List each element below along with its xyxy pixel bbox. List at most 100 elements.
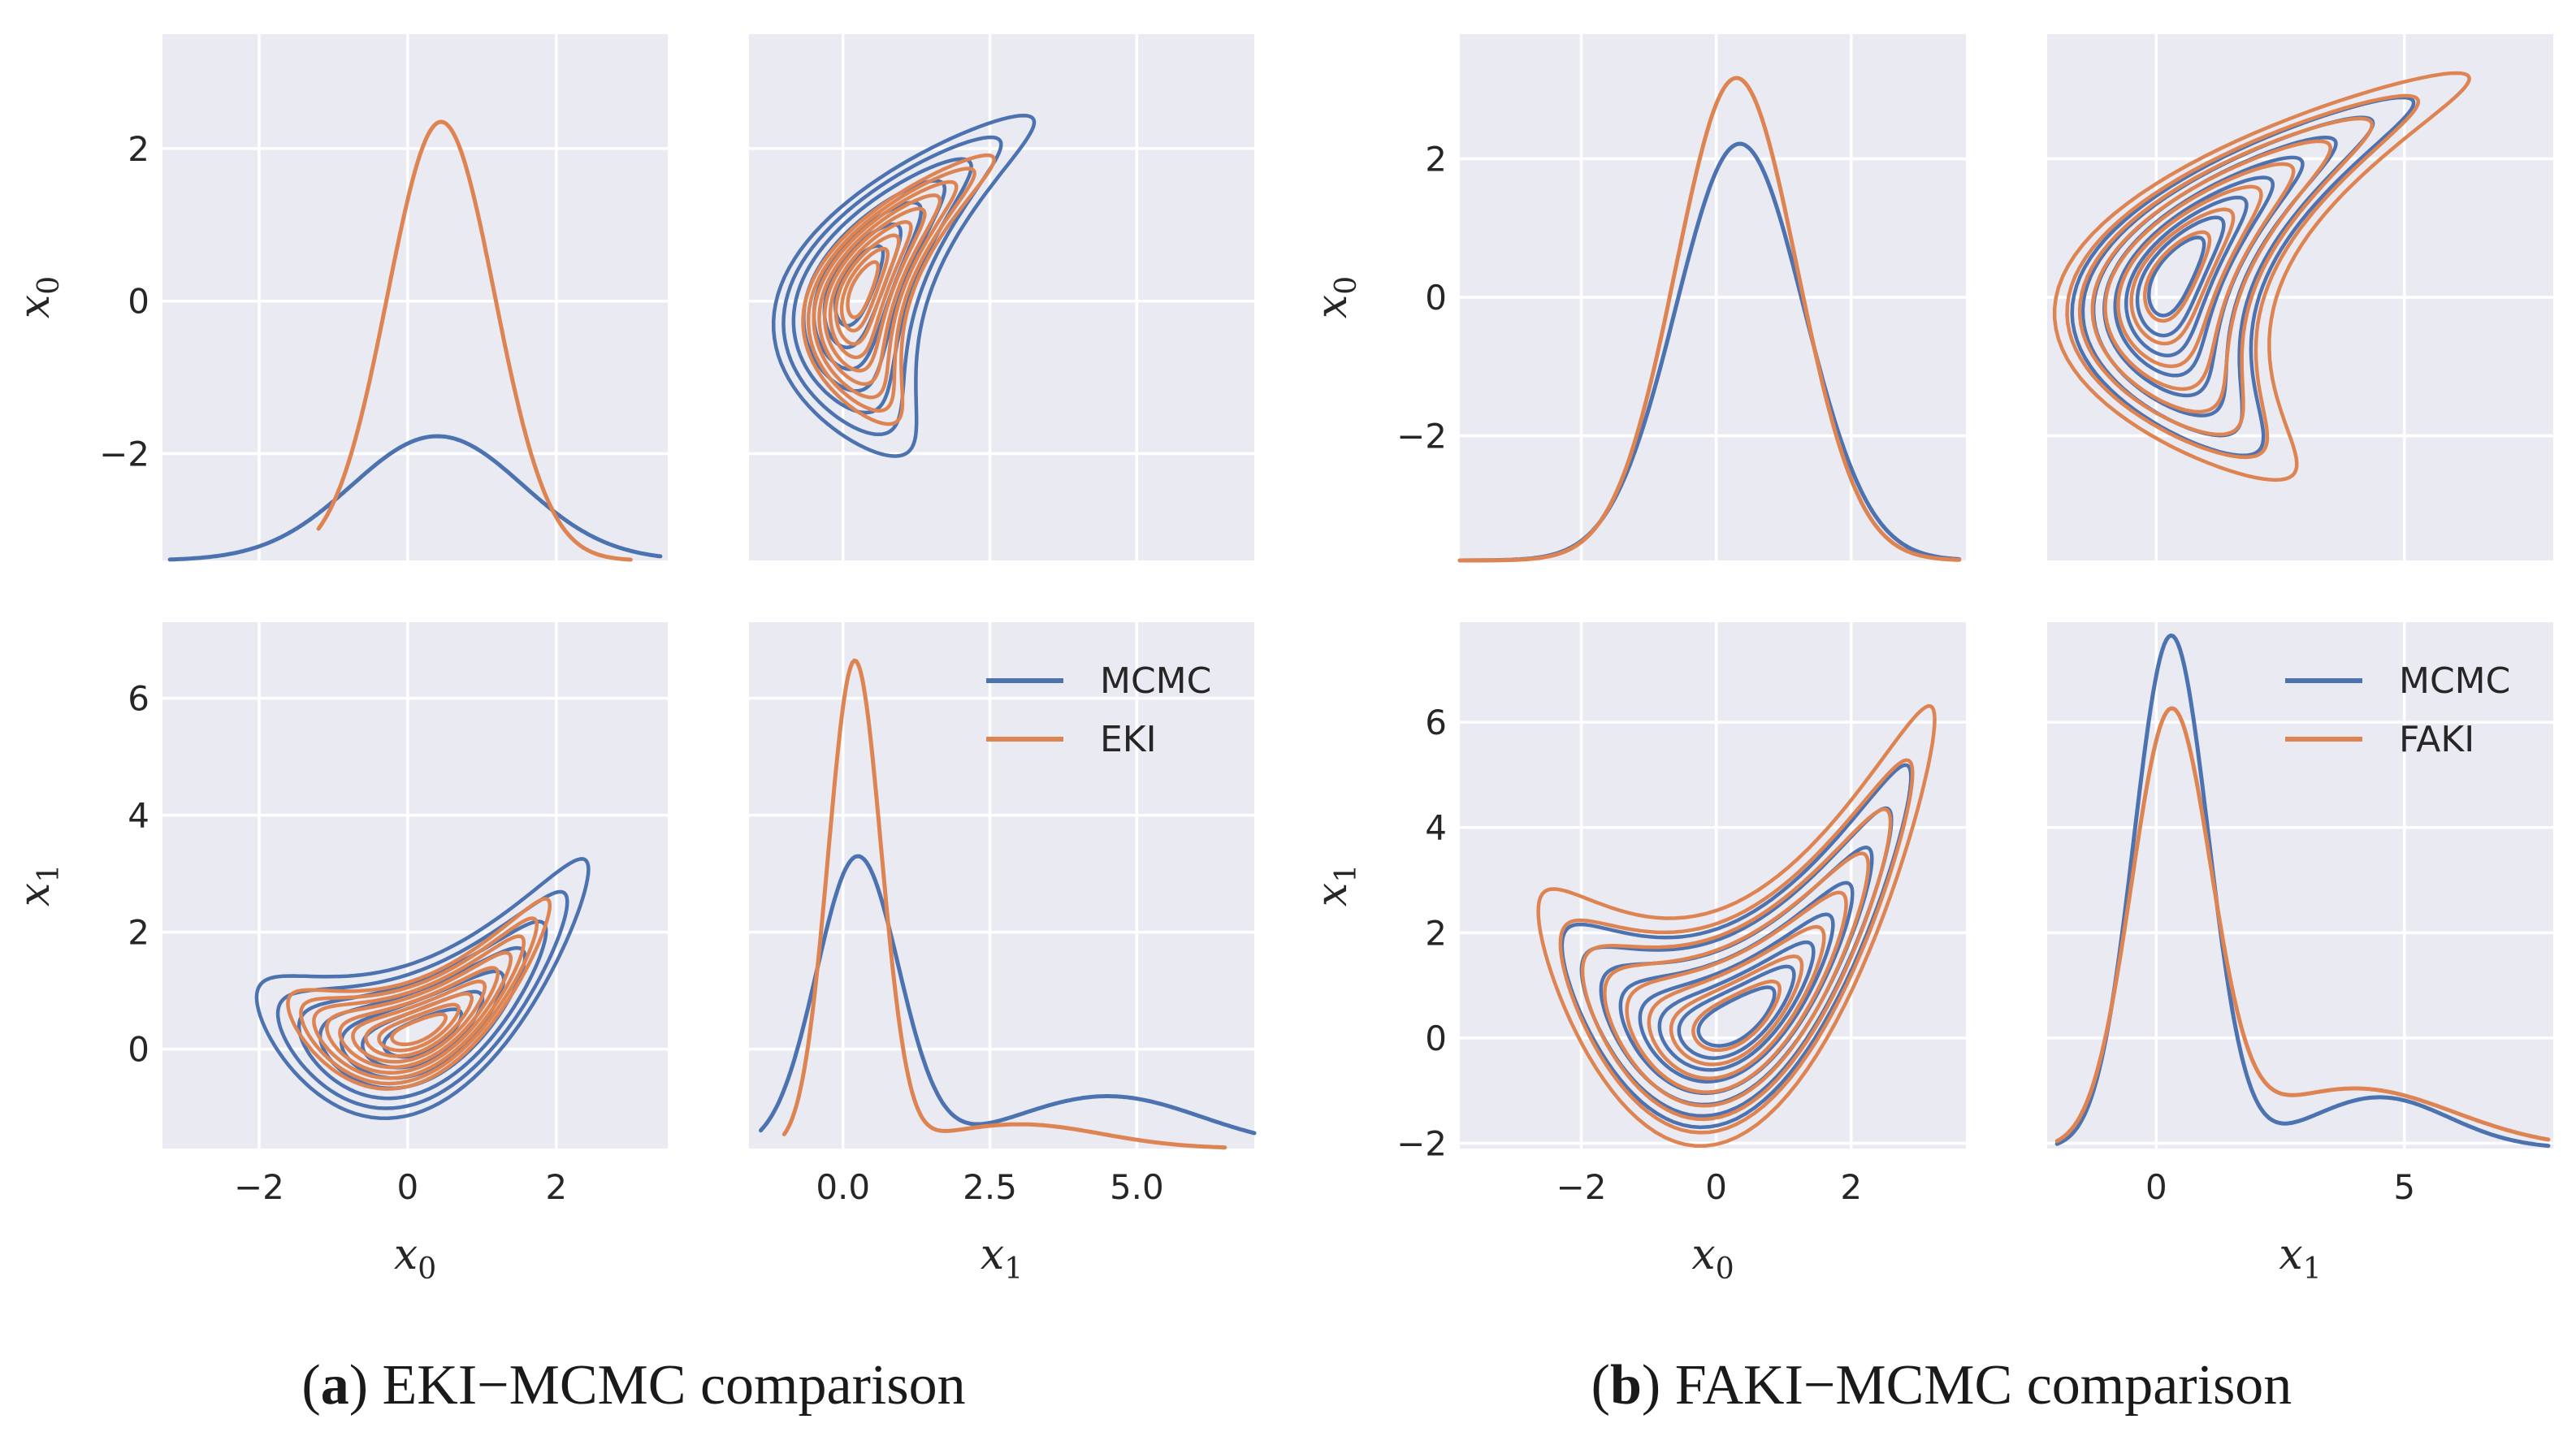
contour-eki (286, 897, 552, 1091)
kde-x1-mcmc (759, 854, 1257, 1136)
kde-x1-mcmc (2054, 633, 2551, 1149)
y-tick-label: 2 (128, 913, 149, 953)
x-axis-label-x0: x0 (394, 1231, 436, 1286)
kde-x0-eki (316, 119, 633, 562)
y-tick-label: −2 (1396, 1124, 1447, 1164)
y-tick-label: 6 (1425, 703, 1447, 742)
contour-faki (1558, 758, 1915, 1135)
panel-x0-marginal (162, 34, 668, 560)
x-tick-label: −2 (234, 1167, 284, 1207)
x-tick-label: 0.0 (816, 1167, 870, 1207)
contour-mcmc (2124, 195, 2249, 357)
kde-x1-faki (2054, 706, 2551, 1144)
legend: MCMC FAKI (2285, 660, 2510, 760)
contour-faki (2129, 207, 2236, 346)
x-tick-label: 5 (2393, 1167, 2415, 1207)
kde-x1-eki (781, 658, 1227, 1150)
y-tick-label: 0 (128, 1030, 149, 1070)
contour-eki (351, 980, 487, 1064)
y-tick-label: 2 (128, 129, 149, 169)
contour-faki (1625, 890, 1848, 1094)
legend-label: FAKI (2399, 719, 2474, 760)
contour-mcmc (2147, 236, 2206, 318)
contour-mcmc (2113, 175, 2275, 378)
pairplot-a: −2 0 2 0 2 4 6 −2 0 2 0.0 2.5 5.0 x0 x1 x0 x1 MCMC EKI (a) … (11, 34, 1257, 1417)
contour-mcmc (1657, 940, 1816, 1072)
legend-label: MCMC (1100, 660, 1211, 702)
contour-mcmc (781, 135, 1003, 437)
y-tick-label: 6 (128, 679, 149, 719)
contour-eki (828, 220, 913, 360)
contour-faki (2090, 139, 2332, 414)
x-axis-label-x1: x1 (981, 1231, 1023, 1286)
contour-mcmc (275, 889, 569, 1110)
contour-mcmc (1638, 912, 1835, 1084)
contour-eki (822, 206, 927, 373)
contour-mcmc (1696, 985, 1777, 1048)
x-tick-label: 0 (2145, 1167, 2167, 1207)
y-tick-label: 2 (1425, 139, 1447, 179)
y-tick-label: 2 (1425, 913, 1447, 953)
x-tick-label: −2 (1556, 1167, 1607, 1207)
contour-faki (1691, 980, 1782, 1053)
legend: MCMC EKI (986, 660, 1211, 760)
x-tick-label: 0 (396, 1167, 418, 1207)
contour-eki (364, 992, 474, 1058)
x-tick-label: 2.5 (963, 1167, 1017, 1207)
contour-eki (801, 153, 996, 426)
contour-eki (812, 180, 959, 400)
panel-x1-x0-contour (162, 622, 668, 1149)
y-axis-label-x0: x0 (1308, 276, 1363, 318)
contour-eki (390, 1012, 448, 1047)
y-tick-label: 0 (1425, 1019, 1447, 1058)
contour-faki (2103, 162, 2296, 392)
contour-eki (817, 193, 942, 387)
contour-eki (299, 916, 539, 1086)
pairplot-b: −2 0 2 −2 0 2 4 6 −2 0 2 0 5 x0 x1 x0 x1 MCMC FAKI (b) FAKI… (1308, 34, 2553, 1417)
panel-x1-x0-contour (1460, 622, 1966, 1149)
kde-x0-faki (1457, 76, 1962, 563)
contour-faki (2116, 184, 2263, 369)
contour-faki (2077, 116, 2375, 437)
contour-eki (312, 934, 526, 1080)
contour-faki (1669, 954, 1804, 1066)
y-tick-label: 4 (1425, 808, 1447, 848)
y-axis-label-x1: x1 (1308, 864, 1363, 906)
contour-mcmc (254, 857, 591, 1120)
contour-eki (833, 233, 901, 346)
y-tick-label: 0 (128, 282, 149, 322)
x-tick-label: 0 (1705, 1167, 1727, 1207)
contour-eki (846, 260, 881, 319)
kde-x0-mcmc (167, 434, 663, 562)
contour-faki (2052, 71, 2471, 482)
contour-eki (338, 966, 500, 1070)
caption-b: (b) FAKI−MCMC comparison (1591, 1354, 2292, 1417)
contour-faki (2065, 93, 2421, 460)
y-tick-label: 0 (1425, 278, 1447, 318)
contour-eki (806, 167, 976, 413)
y-tick-label: 4 (128, 796, 149, 836)
y-tick-label: −2 (1396, 417, 1447, 456)
contour-mcmc (771, 114, 1037, 458)
legend-label: MCMC (2399, 660, 2510, 702)
y-tick-label: −2 (99, 435, 149, 474)
x-tick-label: 2 (1840, 1167, 1862, 1207)
x-tick-label: 5.0 (1110, 1167, 1164, 1207)
contour-mcmc (2135, 215, 2226, 338)
y-axis-label-x0: x0 (11, 276, 66, 318)
x-axis-label-x1: x1 (2279, 1231, 2321, 1286)
y-axis-label-x1: x1 (11, 864, 66, 906)
contour-eki (377, 1002, 461, 1053)
legend-label: EKI (1100, 719, 1157, 760)
x-tick-label: 2 (545, 1167, 567, 1207)
contour-eki (839, 246, 890, 333)
contour-faki (1603, 851, 1871, 1108)
contour-faki (1647, 924, 1826, 1080)
contour-faki (1536, 704, 1937, 1148)
contour-faki (1580, 807, 1893, 1122)
caption-a: (a) EKI−MCMC comparison (301, 1354, 965, 1417)
contour-mcmc (1677, 964, 1796, 1060)
contour-faki (2143, 230, 2212, 323)
x-axis-label-x0: x0 (1691, 1231, 1734, 1286)
